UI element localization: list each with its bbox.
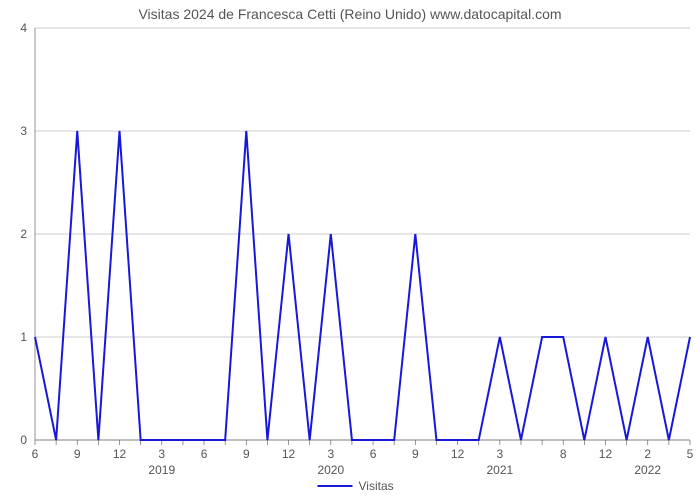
x-year-label: 2019 [148, 463, 175, 477]
x-year-label: 2020 [317, 463, 344, 477]
x-year-label: 2022 [634, 463, 661, 477]
x-tick-label: 9 [412, 447, 419, 461]
series-line [35, 131, 690, 440]
y-tick-label: 2 [20, 227, 27, 241]
x-tick-label: 3 [327, 447, 334, 461]
x-tick-label: 9 [74, 447, 81, 461]
x-tick-label: 5 [687, 447, 694, 461]
x-tick-label: 12 [282, 447, 296, 461]
x-tick-label: 6 [201, 447, 208, 461]
x-tick-label: 9 [243, 447, 250, 461]
y-tick-label: 3 [20, 124, 27, 138]
y-tick-label: 1 [20, 330, 27, 344]
x-year-label: 2021 [486, 463, 513, 477]
x-tick-label: 3 [158, 447, 165, 461]
x-tick-label: 12 [113, 447, 127, 461]
x-tick-label: 8 [560, 447, 567, 461]
x-tick-label: 12 [599, 447, 613, 461]
y-tick-label: 0 [20, 433, 27, 447]
x-tick-label: 12 [451, 447, 465, 461]
x-tick-label: 3 [496, 447, 503, 461]
x-tick-label: 2 [644, 447, 651, 461]
y-tick-label: 4 [20, 21, 27, 35]
x-tick-label: 6 [32, 447, 39, 461]
x-tick-label: 6 [370, 447, 377, 461]
line-chart: 0123469123691236912381225201920202021202… [0, 0, 700, 500]
legend-label: Visitas [359, 479, 394, 493]
